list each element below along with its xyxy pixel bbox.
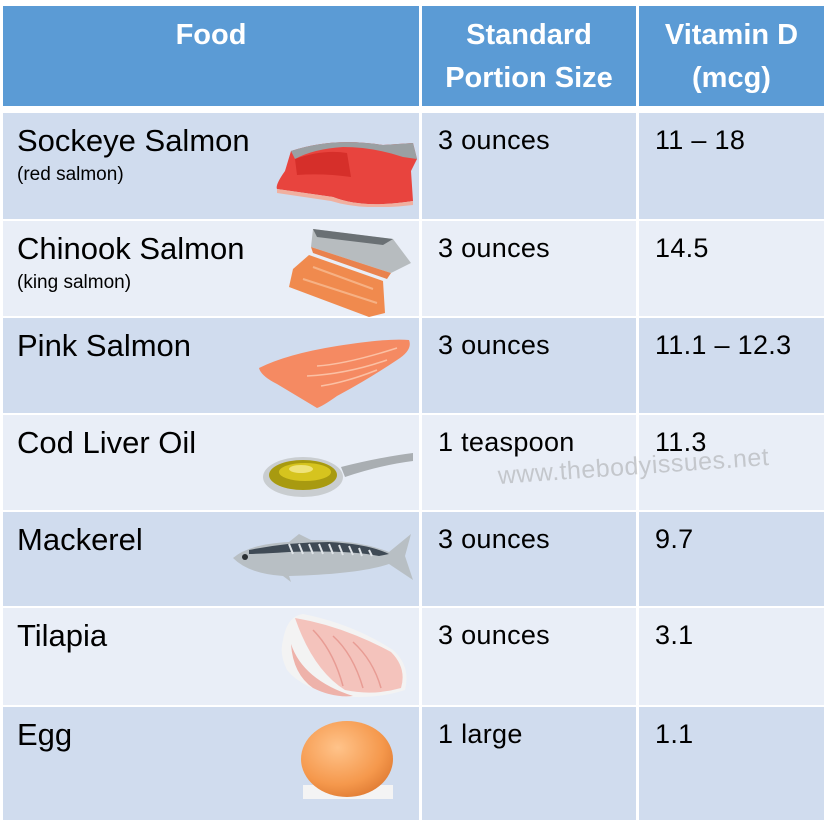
vitamin-d-cell: 11.1 – 12.3 — [639, 318, 824, 413]
food-name: Mackerel — [17, 522, 143, 557]
vitamin-d-cell: 1.1 — [639, 707, 824, 820]
table-row: Tilapia 3 ounces 3.1 — [3, 608, 824, 705]
table-row: Cod Liver Oil 1 teaspoon 11.3 — [3, 415, 824, 510]
portion-value: 3 ounces — [438, 125, 550, 155]
portion-value: 3 ounces — [438, 330, 550, 360]
header-food-label: Food — [175, 19, 247, 51]
sockeye-salmon-image — [276, 142, 417, 207]
vitamin-d-value: 3.1 — [655, 620, 694, 650]
mackerel-image — [233, 534, 413, 582]
header-portion: Standard Portion Size — [422, 6, 636, 106]
chinook-salmon-image — [289, 229, 411, 317]
table-row: Chinook Salmon (king salmon) 3 ounces 14… — [3, 221, 824, 317]
food-name: Chinook Salmon — [17, 231, 245, 266]
portion-cell: 3 ounces — [422, 512, 636, 606]
header-vitamin-line2: (mcg) — [692, 62, 771, 94]
vitamin-d-value: 1.1 — [655, 719, 694, 749]
vitamin-d-value: 11.1 – 12.3 — [655, 330, 792, 360]
portion-cell: 1 large — [422, 707, 636, 820]
portion-value: 3 ounces — [438, 524, 550, 554]
header-portion-line1: Standard — [466, 19, 592, 51]
portion-value: 3 ounces — [438, 233, 550, 263]
food-name: Egg — [17, 717, 73, 752]
food-cell: Mackerel — [3, 512, 419, 606]
food-cell: Sockeye Salmon (red salmon) — [3, 113, 419, 219]
portion-cell: 3 ounces — [422, 221, 636, 316]
vitamin-d-value: 11 – 18 — [655, 125, 746, 155]
header-portion-line2: Portion Size — [445, 62, 613, 94]
food-subname: (king salmon) — [17, 272, 132, 293]
pink-salmon-image — [259, 339, 410, 408]
portion-value: 3 ounces — [438, 620, 550, 650]
oil-spoon-image — [263, 453, 413, 497]
food-subname: (red salmon) — [17, 164, 124, 185]
vitamin-d-cell: 3.1 — [639, 608, 824, 705]
header-vitamin-line1: Vitamin D — [664, 19, 799, 51]
table-row: Pink Salmon 3 ounces 11.1 – 12.3 — [3, 318, 824, 413]
table-row: Mackerel 3 ounces 9.7 — [3, 512, 824, 606]
vitamin-d-cell: 11.3 — [639, 415, 824, 510]
food-cell: Tilapia — [3, 608, 419, 705]
food-name: Cod Liver Oil — [17, 425, 197, 460]
header-vitamin-label: Vitamin D (mcg) — [665, 6, 798, 100]
portion-cell: 3 ounces — [422, 113, 636, 219]
portion-value: 1 teaspoon — [438, 427, 575, 457]
food-name: Tilapia — [17, 618, 108, 653]
food-cell: Cod Liver Oil — [3, 415, 419, 510]
header-food: Food — [3, 6, 419, 106]
portion-cell: 1 teaspoon — [422, 415, 636, 510]
header-portion-label: Standard Portion Size — [445, 6, 613, 100]
food-cell: Chinook Salmon (king salmon) — [3, 221, 419, 317]
vitamin-d-cell: 11 – 18 — [639, 113, 824, 219]
vitamin-d-value: 14.5 — [655, 233, 709, 263]
portion-value: 1 large — [438, 719, 523, 749]
portion-cell: 3 ounces — [422, 608, 636, 705]
vitamin-d-cell: 9.7 — [639, 512, 824, 606]
egg-image — [301, 721, 393, 799]
vitamin-d-value: 11.3 — [655, 427, 707, 457]
portion-cell: 3 ounces — [422, 318, 636, 413]
food-name: Sockeye Salmon — [17, 123, 250, 158]
table-row: Egg 1 large 1.1 — [3, 707, 824, 820]
vitamin-d-value: 9.7 — [655, 524, 694, 554]
tilapia-image — [281, 614, 407, 698]
food-name: Pink Salmon — [17, 328, 192, 363]
header-vitamin-d: Vitamin D (mcg) — [639, 6, 824, 106]
food-cell: Pink Salmon — [3, 318, 419, 413]
food-cell: Egg — [3, 707, 419, 820]
vitamin-d-cell: 14.5 — [639, 221, 824, 316]
table-row: Sockeye Salmon (red salmon) 3 ounces 11 … — [3, 113, 824, 219]
